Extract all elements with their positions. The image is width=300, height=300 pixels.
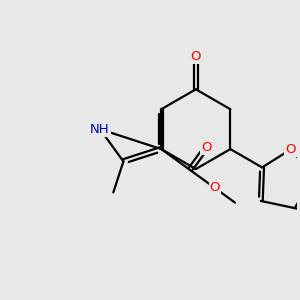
- Text: O: O: [210, 182, 220, 194]
- Text: O: O: [190, 50, 201, 63]
- Text: NH: NH: [90, 123, 110, 136]
- Text: O: O: [201, 141, 212, 154]
- Text: O: O: [285, 143, 296, 156]
